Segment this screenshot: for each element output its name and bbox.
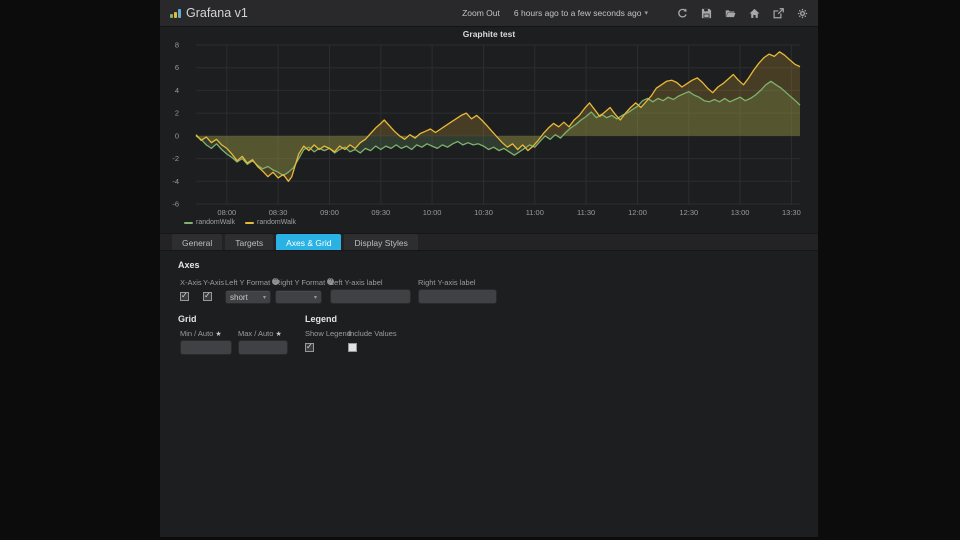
include-values-checkbox[interactable]	[348, 343, 357, 352]
caret-down-icon: ▾	[644, 9, 648, 17]
legend-dash	[245, 222, 254, 224]
min-input[interactable]	[180, 340, 232, 355]
max-auto-text: Max / Auto	[238, 329, 273, 338]
save-icon[interactable]	[701, 8, 712, 19]
grafana-app: Grafana v1 Zoom Out 6 hours ago to a few…	[160, 0, 818, 537]
left-y-axis-label-label: Left Y-axis label	[330, 278, 383, 287]
x-tick-label: 08:30	[269, 208, 288, 217]
x-tick-label: 09:00	[320, 208, 339, 217]
grid-heading: Grid	[178, 314, 197, 324]
x-tick-label: 09:30	[371, 208, 390, 217]
max-input[interactable]	[238, 340, 288, 355]
select-caret-icon: ▾	[263, 294, 266, 301]
left-y-format-label: Left Y Format?	[225, 278, 279, 287]
refresh-icon[interactable]	[677, 8, 688, 19]
tab-targets[interactable]: Targets	[225, 234, 273, 250]
legend-dash	[184, 222, 193, 224]
x-tick-label: 08:00	[217, 208, 236, 217]
left-y-format-value: short	[230, 293, 248, 302]
x-tick-label: 12:30	[679, 208, 698, 217]
brand[interactable]: Grafana v1	[170, 6, 248, 20]
y-tick-label: 2	[175, 109, 179, 118]
editor-pane: Axes X-Axis Y-Axis Left Y Format? short …	[160, 252, 818, 537]
x-tick-label: 11:00	[526, 208, 544, 217]
axes-heading: Axes	[178, 260, 200, 270]
legend-item[interactable]: randomWalk	[245, 219, 296, 226]
star-icon[interactable]: ★	[275, 331, 281, 338]
min-auto-text: Min / Auto	[180, 329, 213, 338]
y-tick-label: -6	[172, 200, 179, 209]
y-tick-label: 0	[175, 131, 179, 140]
time-range-label: 6 hours ago to a few seconds ago	[514, 8, 642, 18]
x-axis-label: X-Axis	[180, 278, 202, 287]
right-y-format-label: Right Y Format?	[275, 278, 334, 287]
right-y-axis-label-input[interactable]	[418, 289, 497, 304]
brand-title: Grafana v1	[186, 6, 248, 20]
graph-svg: 8 6 4 2 0 -2 -4 -6 08:00 08:30 09:00 09:30 10:00 10:3…	[170, 39, 810, 221]
time-range-picker[interactable]: 6 hours ago to a few seconds ago ▾	[514, 8, 648, 18]
tab-general[interactable]: General	[172, 234, 222, 250]
right-y-format-select[interactable]: ▾	[275, 290, 322, 304]
editor-tabbar: General Targets Axes & Grid Display Styl…	[160, 233, 818, 251]
share-icon[interactable]	[773, 8, 784, 19]
tab-axes-grid[interactable]: Axes & Grid	[276, 234, 341, 250]
page-background: Grafana v1 Zoom Out 6 hours ago to a few…	[0, 0, 960, 540]
legend-label: randomWalk	[257, 219, 296, 226]
x-tick-label: 13:30	[782, 208, 801, 217]
left-y-format-text: Left Y Format	[225, 278, 270, 287]
include-values-label: Include Values	[348, 329, 397, 338]
top-navbar: Grafana v1 Zoom Out 6 hours ago to a few…	[160, 0, 818, 27]
series-area	[196, 52, 800, 182]
home-icon[interactable]	[749, 8, 760, 19]
x-tick-label: 10:00	[423, 208, 442, 217]
navbar-controls: Zoom Out 6 hours ago to a few seconds ag…	[462, 8, 808, 19]
gear-icon[interactable]	[797, 8, 808, 19]
max-auto-label: Max / Auto★	[238, 329, 282, 338]
panel-title[interactable]: Graphite test	[160, 29, 818, 39]
y-tick-label: 6	[175, 63, 179, 72]
legend-item[interactable]: randomWalk	[184, 219, 235, 226]
star-icon[interactable]: ★	[215, 331, 221, 338]
graph-legend: randomWalk randomWalk	[184, 219, 296, 226]
right-y-format-text: Right Y Format	[275, 278, 325, 287]
right-y-axis-label-label: Right Y-axis label	[418, 278, 476, 287]
y-axis-checkbox[interactable]	[203, 292, 212, 301]
x-tick-label: 11:30	[577, 208, 595, 217]
min-auto-label: Min / Auto★	[180, 329, 222, 338]
select-caret-icon: ▾	[314, 294, 317, 301]
y-tick-label: 4	[175, 86, 179, 95]
tab-display-styles[interactable]: Display Styles	[344, 234, 417, 250]
y-axis-label: Y-Axis	[203, 278, 224, 287]
x-axis-checkbox[interactable]	[180, 292, 189, 301]
left-y-axis-label-input[interactable]	[330, 289, 411, 304]
legend-label: randomWalk	[196, 219, 235, 226]
x-tick-label: 12:00	[628, 208, 647, 217]
zoom-out-button[interactable]: Zoom Out	[462, 8, 500, 18]
x-tick-label: 10:30	[474, 208, 493, 217]
y-tick-label: 8	[175, 41, 179, 50]
show-legend-checkbox[interactable]	[305, 343, 314, 352]
show-legend-label: Show Legend	[305, 329, 351, 338]
left-y-format-select[interactable]: short ▾	[225, 290, 271, 304]
y-tick-label: -2	[172, 154, 179, 163]
x-tick-label: 13:00	[731, 208, 750, 217]
legend-heading: Legend	[305, 314, 337, 324]
folder-open-icon[interactable]	[725, 8, 736, 19]
y-tick-label: -4	[172, 177, 179, 186]
grafana-logo-icon	[170, 8, 181, 18]
